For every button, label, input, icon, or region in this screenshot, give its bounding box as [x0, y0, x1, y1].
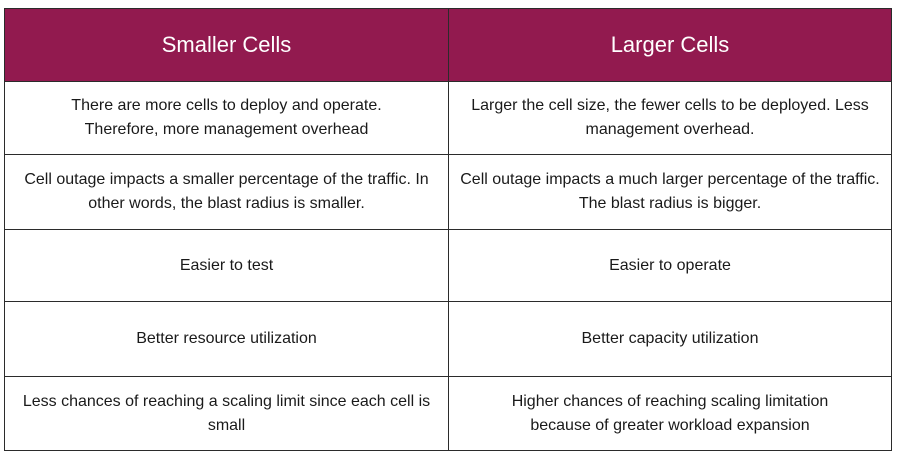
cell-text: Easier to test — [179, 256, 274, 274]
table-row: There are more cells to deploy and opera… — [4, 81, 892, 155]
header-smaller-cells: Smaller Cells — [4, 8, 449, 82]
header-row: Smaller Cells Larger Cells — [4, 8, 892, 82]
comparison-table: Smaller Cells Larger Cells There are mor… — [4, 8, 892, 451]
larger-cells-cell: Higher chances of reaching scaling limit… — [448, 376, 892, 451]
cell-text: Less chances of reaching a scaling limit… — [22, 392, 431, 434]
cell-text: There are more cells to deploy and opera… — [71, 97, 382, 138]
cell-text: Cell outage impacts a smaller percentage… — [24, 171, 429, 212]
header-larger-cells: Larger Cells — [448, 8, 892, 82]
cell-text: Cell outage impacts a much larger percen… — [460, 171, 880, 212]
cell-text: Better capacity utilization — [581, 330, 759, 347]
smaller-cells-cell: Cell outage impacts a smaller percentage… — [4, 154, 449, 230]
smaller-cells-cell: Easier to test — [4, 229, 449, 302]
larger-cells-cell: Easier to operate — [448, 229, 892, 302]
smaller-cells-cell: Less chances of reaching a scaling limit… — [4, 376, 449, 451]
table-row: Cell outage impacts a smaller percentage… — [4, 154, 892, 230]
cell-text: Higher chances of reaching scaling limit… — [511, 392, 829, 434]
larger-cells-cell: Cell outage impacts a much larger percen… — [448, 154, 892, 230]
cell-text: Better resource utilization — [136, 330, 317, 347]
cell-text: Larger the cell size, the fewer cells to… — [471, 97, 869, 138]
table-row: Easier to test Easier to operate — [4, 229, 892, 302]
cell-text: Easier to operate — [609, 256, 731, 274]
larger-cells-cell: Better capacity utilization — [448, 301, 892, 377]
smaller-cells-cell: Better resource utilization — [4, 301, 449, 377]
table-row: Better resource utilization Better capac… — [4, 301, 892, 377]
larger-cells-cell: Larger the cell size, the fewer cells to… — [448, 81, 892, 155]
smaller-cells-cell: There are more cells to deploy and opera… — [4, 81, 449, 155]
table-row: Less chances of reaching a scaling limit… — [4, 376, 892, 451]
